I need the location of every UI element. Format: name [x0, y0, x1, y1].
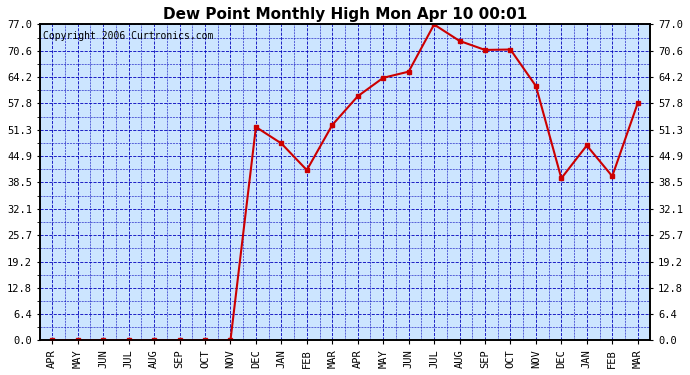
Title: Dew Point Monthly High Mon Apr 10 00:01: Dew Point Monthly High Mon Apr 10 00:01: [163, 7, 527, 22]
Text: Copyright 2006 Curtronics.com: Copyright 2006 Curtronics.com: [43, 31, 213, 41]
